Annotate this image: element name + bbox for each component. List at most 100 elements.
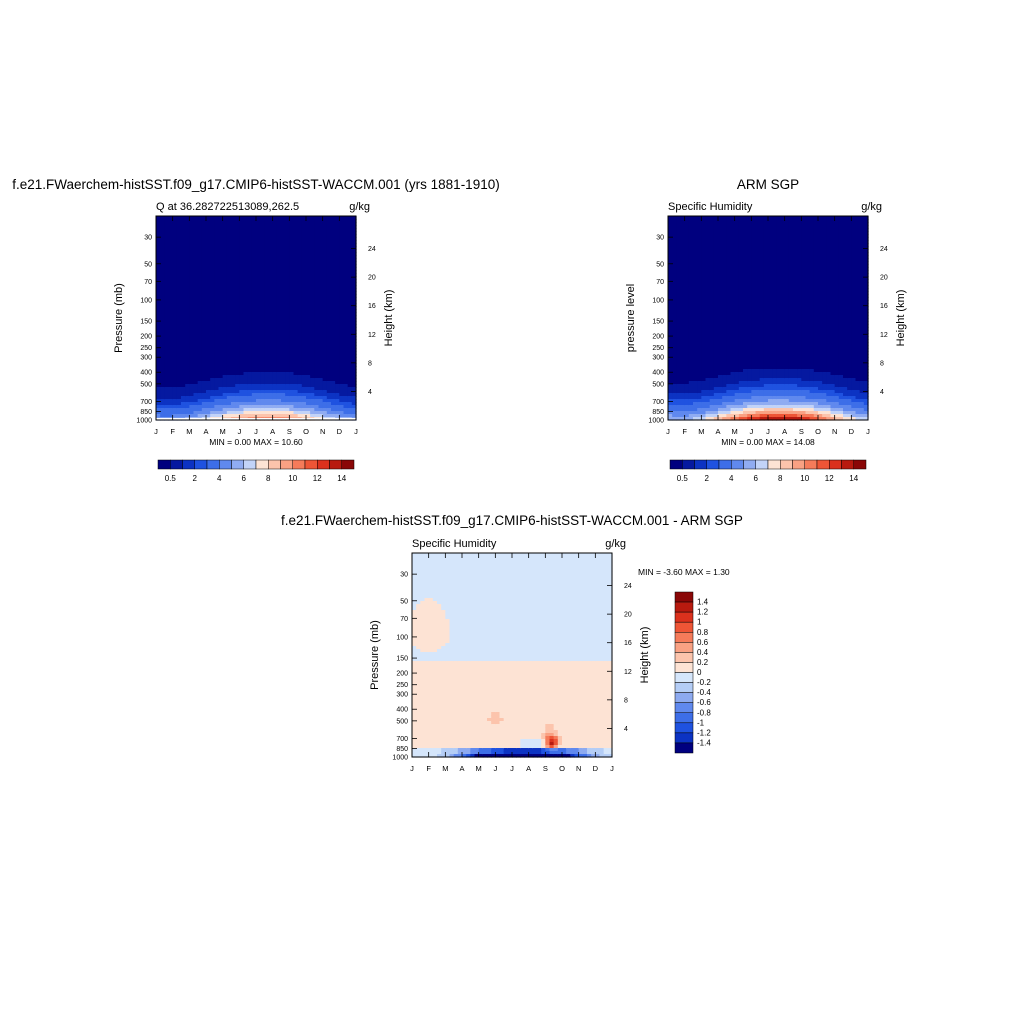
contour-cell xyxy=(264,267,270,271)
contour-cell xyxy=(222,312,228,316)
contour-cell xyxy=(351,285,357,289)
contour-cell xyxy=(722,399,727,403)
contour-cell xyxy=(722,249,727,253)
contour-cell xyxy=(285,294,290,298)
contour-cell xyxy=(684,390,690,394)
contour-cell xyxy=(176,387,182,391)
contour-cell xyxy=(156,342,161,346)
contour-cell xyxy=(339,252,345,256)
contour-cell xyxy=(189,225,195,229)
contour-cell xyxy=(734,312,740,316)
contour-cell xyxy=(318,219,324,223)
contour-cell xyxy=(164,348,170,352)
contour-cell xyxy=(222,297,228,301)
contour-cell xyxy=(730,240,736,244)
contour-cell xyxy=(231,390,236,394)
contour-cell xyxy=(322,294,328,298)
contour-cell xyxy=(676,387,682,391)
contour-cell xyxy=(156,243,161,247)
contour-cell xyxy=(268,396,274,400)
contour-cell xyxy=(734,264,740,268)
contour-cell xyxy=(343,294,349,298)
contour-cell xyxy=(297,291,303,295)
contour-cell xyxy=(247,231,253,235)
contour-cell xyxy=(289,318,295,322)
contour-cell xyxy=(289,309,295,313)
contour-cell xyxy=(193,342,199,346)
contour-cell xyxy=(181,303,186,307)
contour-cell xyxy=(231,375,236,379)
contour-cell xyxy=(260,414,265,418)
contour-cell xyxy=(264,321,270,325)
contour-cell xyxy=(231,297,236,301)
contour-cell xyxy=(201,402,207,406)
contour-cell xyxy=(256,321,261,325)
contour-cell xyxy=(260,321,265,325)
contour-cell xyxy=(281,225,286,229)
contour-cell xyxy=(314,393,320,397)
contour-cell xyxy=(684,381,690,385)
contour-cell xyxy=(318,222,324,226)
contour-cell xyxy=(314,342,320,346)
contour-cell xyxy=(343,246,349,250)
contour-cell xyxy=(185,240,190,244)
contour-cell xyxy=(347,357,353,361)
contour-cell xyxy=(164,384,170,388)
contour-cell xyxy=(701,246,707,250)
contour-cell xyxy=(281,267,286,271)
contour-cell xyxy=(160,354,165,358)
contour-cell xyxy=(243,342,249,346)
contour-cell xyxy=(176,402,182,406)
contour-cell xyxy=(705,324,711,328)
contour-cell xyxy=(189,312,195,316)
y-tick-label: 300 xyxy=(140,355,152,362)
contour-cell xyxy=(243,261,249,265)
contour-cell xyxy=(222,243,228,247)
contour-cell xyxy=(668,231,673,235)
contour-cell xyxy=(684,312,690,316)
contour-cell xyxy=(247,345,253,349)
contour-cell xyxy=(285,402,290,406)
contour-cell xyxy=(168,237,174,241)
contour-cell xyxy=(247,228,253,232)
contour-cell xyxy=(176,219,182,223)
contour-cell xyxy=(281,414,286,418)
contour-cell xyxy=(218,273,224,277)
contour-cell xyxy=(276,324,282,328)
contour-cell xyxy=(239,261,245,265)
contour-cell xyxy=(326,273,332,277)
contour-cell xyxy=(314,411,320,415)
contour-cell xyxy=(181,318,186,322)
contour-cell xyxy=(339,243,345,247)
contour-cell xyxy=(310,390,315,394)
contour-cell xyxy=(343,276,349,280)
contour-cell xyxy=(172,264,178,268)
contour-cell xyxy=(272,318,278,322)
contour-cell xyxy=(297,330,303,334)
contour-cell xyxy=(709,363,715,367)
contour-cell xyxy=(705,249,711,253)
contour-cell xyxy=(210,375,215,379)
contour-cell xyxy=(301,312,307,316)
contour-cell xyxy=(239,375,245,379)
contour-cell xyxy=(226,252,232,256)
contour-cell xyxy=(239,357,245,361)
contour-cell xyxy=(268,372,274,376)
contour-cell xyxy=(331,381,336,385)
contour-cell xyxy=(343,324,349,328)
contour-cell xyxy=(189,243,195,247)
contour-cell xyxy=(684,258,690,262)
contour-cell xyxy=(297,378,303,382)
contour-cell xyxy=(335,309,340,313)
contour-cell xyxy=(235,372,240,376)
contour-cell xyxy=(218,378,224,382)
contour-cell xyxy=(676,303,682,307)
contour-cell xyxy=(335,285,340,289)
contour-cell xyxy=(243,303,249,307)
contour-cell xyxy=(680,375,686,379)
x-tick-label: A xyxy=(203,427,208,436)
contour-cell xyxy=(243,300,249,304)
contour-cell xyxy=(251,303,257,307)
contour-cell xyxy=(301,285,307,289)
contour-cell xyxy=(351,258,357,262)
